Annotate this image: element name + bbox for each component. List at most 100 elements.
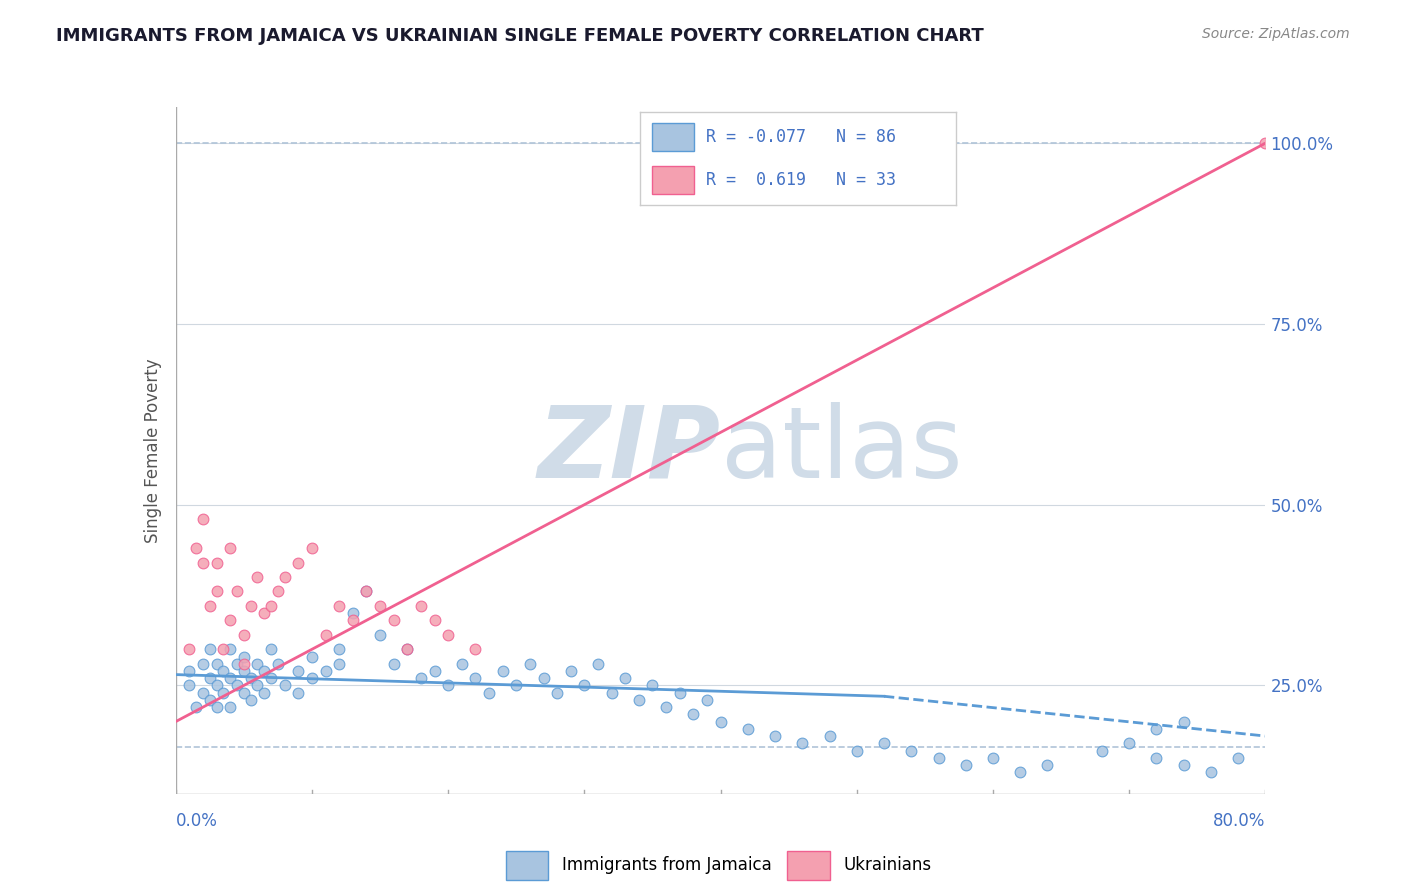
Point — [212, 664, 235, 678]
Point — [260, 599, 283, 613]
Point — [546, 686, 568, 700]
Point — [560, 664, 582, 678]
Point — [423, 613, 446, 627]
Point — [1144, 750, 1167, 764]
Point — [205, 584, 228, 599]
Point — [682, 707, 704, 722]
Point — [315, 664, 337, 678]
Point — [246, 570, 269, 584]
Text: Immigrants from Jamaica: Immigrants from Jamaica — [562, 856, 772, 874]
Point — [267, 657, 290, 671]
Point — [928, 750, 950, 764]
Point — [179, 678, 201, 692]
Point — [253, 664, 276, 678]
Point — [219, 613, 242, 627]
Point — [955, 758, 977, 772]
Point — [179, 664, 201, 678]
Point — [205, 657, 228, 671]
Point — [212, 642, 235, 657]
Point — [205, 700, 228, 714]
Point — [239, 671, 262, 685]
Text: R =  0.619   N = 33: R = 0.619 N = 33 — [706, 171, 896, 189]
Text: ZIP: ZIP — [537, 402, 721, 499]
Text: 0.0%: 0.0% — [176, 812, 218, 830]
Point — [191, 686, 214, 700]
Point — [981, 750, 1004, 764]
Point — [274, 678, 297, 692]
Point — [1173, 758, 1195, 772]
Point — [260, 642, 283, 657]
Point — [437, 678, 460, 692]
Bar — [652, 166, 693, 194]
Point — [873, 736, 896, 750]
Point — [239, 693, 262, 707]
Point — [301, 649, 323, 664]
Point — [198, 671, 221, 685]
Point — [368, 628, 391, 642]
Point — [450, 657, 472, 671]
Point — [179, 642, 201, 657]
Point — [232, 686, 254, 700]
Point — [315, 628, 337, 642]
Point — [1144, 722, 1167, 736]
Point — [198, 642, 221, 657]
Point — [287, 664, 309, 678]
Point — [342, 606, 364, 620]
Point — [574, 678, 596, 692]
Point — [186, 541, 208, 555]
Point — [586, 657, 609, 671]
Point — [232, 628, 254, 642]
Point — [368, 599, 391, 613]
Point — [900, 743, 922, 757]
Point — [818, 729, 841, 743]
Point — [246, 678, 269, 692]
Point — [763, 729, 786, 743]
Point — [1227, 750, 1250, 764]
Point — [328, 657, 350, 671]
Point — [232, 664, 254, 678]
Point — [301, 541, 323, 555]
Bar — [787, 851, 830, 880]
Point — [409, 671, 432, 685]
Point — [423, 664, 446, 678]
Point — [219, 642, 242, 657]
Point — [191, 556, 214, 570]
Point — [696, 693, 718, 707]
Text: Source: ZipAtlas.com: Source: ZipAtlas.com — [1202, 27, 1350, 41]
Point — [219, 671, 242, 685]
Point — [219, 541, 242, 555]
Point — [519, 657, 541, 671]
Point — [641, 678, 664, 692]
Point — [232, 657, 254, 671]
Point — [655, 700, 678, 714]
Point — [382, 657, 405, 671]
Text: 80.0%: 80.0% — [1213, 812, 1265, 830]
Point — [267, 584, 290, 599]
Point — [382, 613, 405, 627]
Point — [219, 700, 242, 714]
Point — [356, 584, 378, 599]
Text: IMMIGRANTS FROM JAMAICA VS UKRAINIAN SINGLE FEMALE POVERTY CORRELATION CHART: IMMIGRANTS FROM JAMAICA VS UKRAINIAN SIN… — [56, 27, 984, 45]
Point — [191, 512, 214, 526]
Point — [328, 599, 350, 613]
Point — [600, 686, 623, 700]
Point — [205, 678, 228, 692]
Text: atlas: atlas — [721, 402, 962, 499]
Point — [492, 664, 515, 678]
Point — [1118, 736, 1140, 750]
Point — [464, 671, 486, 685]
Point — [342, 613, 364, 627]
Point — [478, 686, 501, 700]
Point — [186, 700, 208, 714]
Point — [1091, 743, 1114, 757]
Bar — [506, 851, 548, 880]
Point — [287, 686, 309, 700]
Point — [260, 671, 283, 685]
Point — [239, 599, 262, 613]
Point — [356, 584, 378, 599]
Point — [1254, 136, 1277, 151]
Point — [505, 678, 527, 692]
Point — [409, 599, 432, 613]
Point — [191, 657, 214, 671]
Point — [205, 556, 228, 570]
